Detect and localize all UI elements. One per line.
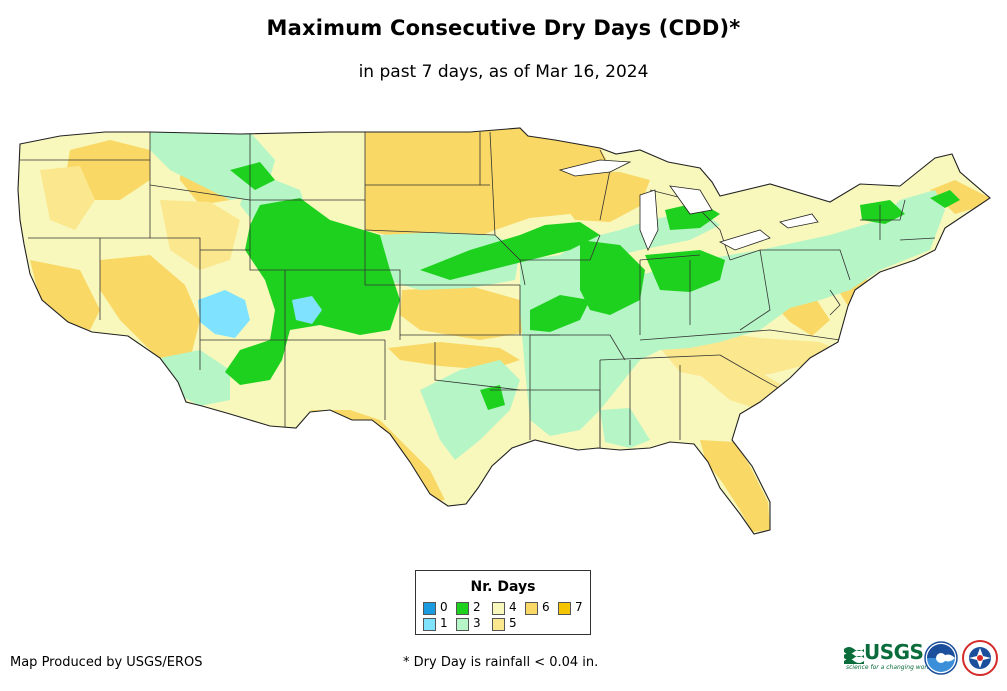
legend-swatch-5	[492, 618, 505, 631]
great-lakes	[558, 159, 819, 251]
nws-logo-icon	[962, 640, 998, 676]
legend-swatch-3	[456, 618, 469, 631]
noaa-logo-icon	[924, 641, 958, 675]
map-subtitle: in past 7 days, as of Mar 16, 2024	[358, 62, 649, 82]
usgs-logo: USGS science for a changing world	[842, 640, 932, 674]
legend-label: 7	[575, 600, 583, 614]
legend-title: Nr. Days	[470, 579, 536, 595]
dry-day-footnote: * Dry Day is rainfall < 0.04 in.	[403, 655, 599, 670]
legend-label: 6	[542, 600, 550, 614]
map-title: Maximum Consecutive Dry Days (CDD)*	[266, 16, 741, 40]
legend-swatch-4	[492, 602, 505, 615]
usgs-logo-text: USGS	[864, 640, 924, 664]
legend-swatch-6	[525, 602, 538, 615]
us-cdd-map	[17, 127, 991, 535]
regions-1-day	[198, 290, 322, 338]
legend: Nr. Days 0 1 2 3 4 5 6 7	[415, 570, 591, 635]
regions-2-days	[225, 162, 960, 410]
legend-swatch-1	[423, 618, 436, 631]
legend-label: 5	[509, 616, 517, 630]
cdd-shading	[18, 128, 990, 534]
state-boundaries	[20, 131, 936, 450]
legend-label: 2	[473, 600, 481, 614]
producer-credit: Map Produced by USGS/EROS	[10, 655, 203, 670]
legend-label: 1	[440, 616, 448, 630]
legend-swatch-2	[456, 602, 469, 615]
legend-label: 0	[440, 600, 448, 614]
legend-swatch-0	[423, 602, 436, 615]
legend-label: 3	[473, 616, 481, 630]
legend-label: 4	[509, 600, 517, 614]
usgs-tagline: science for a changing world	[846, 664, 933, 671]
usgs-wave-icon	[844, 647, 864, 664]
legend-swatch-7	[558, 602, 571, 615]
